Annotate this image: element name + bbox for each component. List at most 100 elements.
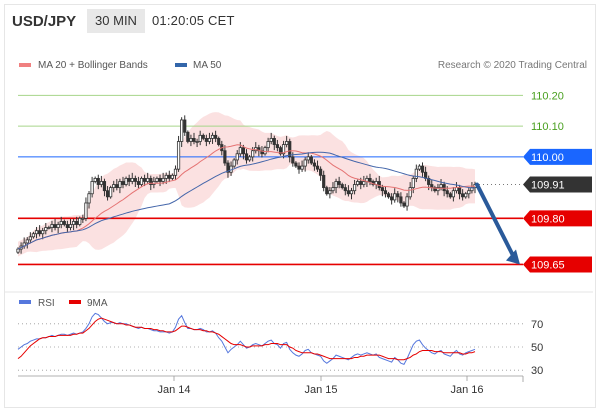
candle-body — [81, 217, 85, 220]
candle-body — [232, 159, 236, 167]
timeframe-badge[interactable]: 30 MIN — [87, 9, 145, 33]
candle-body — [68, 224, 73, 228]
candle-body — [28, 236, 32, 241]
candle-body — [334, 181, 338, 189]
candle-body — [130, 177, 134, 182]
candle-body — [451, 190, 455, 198]
candle-body — [390, 196, 394, 201]
level-tag-2 — [523, 148, 592, 165]
candle-body — [393, 193, 397, 201]
candle-body — [331, 187, 335, 192]
candle-body — [47, 227, 51, 229]
candle-body — [139, 177, 144, 185]
candle-body — [377, 181, 381, 189]
candle-body — [427, 177, 431, 185]
candle-body — [204, 138, 208, 142]
candle-body — [143, 177, 147, 182]
level-label-2-text: 110.00 — [531, 152, 564, 164]
legend-swatch-ma50 — [175, 63, 187, 67]
candle-body — [383, 190, 388, 195]
candle-body — [303, 159, 307, 167]
candle-body — [414, 168, 418, 179]
candle-body — [461, 193, 465, 198]
candle-body — [368, 177, 372, 182]
candle-body — [241, 147, 246, 155]
bollinger-band — [18, 112, 475, 257]
candle-body — [210, 134, 215, 139]
pair-title: USD/JPY — [12, 13, 77, 30]
candle-body — [115, 184, 119, 189]
candle-body — [16, 248, 20, 253]
legend-label-rsi: RSI — [38, 298, 55, 309]
ma50-line — [17, 151, 476, 250]
candle-body — [266, 141, 270, 149]
candle-body — [275, 144, 279, 149]
candle-body — [87, 193, 91, 204]
candle-body — [31, 233, 36, 238]
candle-body — [34, 230, 39, 235]
candle-body — [263, 147, 267, 155]
candle-body — [356, 181, 360, 185]
rsi-tick-70: 70 — [531, 319, 543, 331]
candle-body — [78, 217, 82, 225]
candle-body — [44, 227, 48, 232]
candle-body — [99, 181, 103, 185]
candle-body — [362, 181, 366, 185]
rsi-9ma-line — [17, 317, 476, 361]
candle-body — [93, 177, 97, 182]
candle-body — [75, 221, 79, 225]
x-tick-label-2: Jan 16 — [450, 384, 483, 396]
level-tag-3 — [523, 176, 592, 193]
candle-body — [322, 174, 326, 189]
candle-body — [325, 187, 329, 195]
candle-body — [402, 202, 406, 207]
candle-body — [464, 193, 468, 198]
candle-body — [102, 181, 107, 192]
candle-body — [167, 174, 171, 179]
candle-body — [247, 156, 252, 161]
candle-body — [223, 150, 227, 164]
level-label-0: 110.20 — [531, 90, 564, 102]
candle-body — [183, 119, 187, 133]
candle-body — [90, 181, 94, 195]
candle-body — [50, 224, 54, 228]
candle-body — [176, 141, 181, 170]
candle-body — [112, 184, 116, 189]
candle-body — [186, 131, 190, 142]
candle-body — [285, 141, 289, 145]
level-label-5-text: 109.65 — [531, 259, 565, 271]
candle-body — [161, 177, 165, 182]
candle-body — [124, 177, 128, 185]
candle-body — [272, 138, 276, 145]
timestamp: 01:20:05 CET — [152, 13, 235, 28]
candle-body — [118, 181, 122, 189]
credit-text: Research © 2020 Trading Central — [438, 60, 587, 71]
candle-body — [411, 177, 415, 189]
legend-label-ma50: MA 50 — [193, 60, 222, 71]
candle-body — [38, 230, 42, 235]
candle-body — [454, 187, 459, 192]
candle-body — [133, 177, 137, 182]
candle-body — [312, 162, 317, 167]
legend-swatch-bollinger — [19, 63, 31, 67]
candle-body — [278, 147, 283, 155]
candle-body — [198, 134, 202, 142]
candle-body — [146, 177, 150, 182]
rsi-line — [17, 312, 476, 366]
candle-body — [96, 177, 100, 185]
level-tag-4 — [523, 210, 592, 227]
candle-body — [65, 224, 70, 228]
candle-body — [281, 144, 286, 155]
rsi-tick-30: 30 — [531, 365, 543, 377]
candle-body — [430, 184, 434, 189]
candle-body — [189, 138, 193, 142]
candle-body — [56, 224, 60, 228]
candle-body — [53, 224, 57, 228]
projection-arrow-shaft — [475, 182, 515, 258]
level-tag-5 — [523, 256, 592, 273]
candle-body — [417, 165, 422, 170]
candle-body — [173, 168, 178, 176]
candle-body — [170, 174, 174, 179]
candle-body — [244, 153, 249, 161]
